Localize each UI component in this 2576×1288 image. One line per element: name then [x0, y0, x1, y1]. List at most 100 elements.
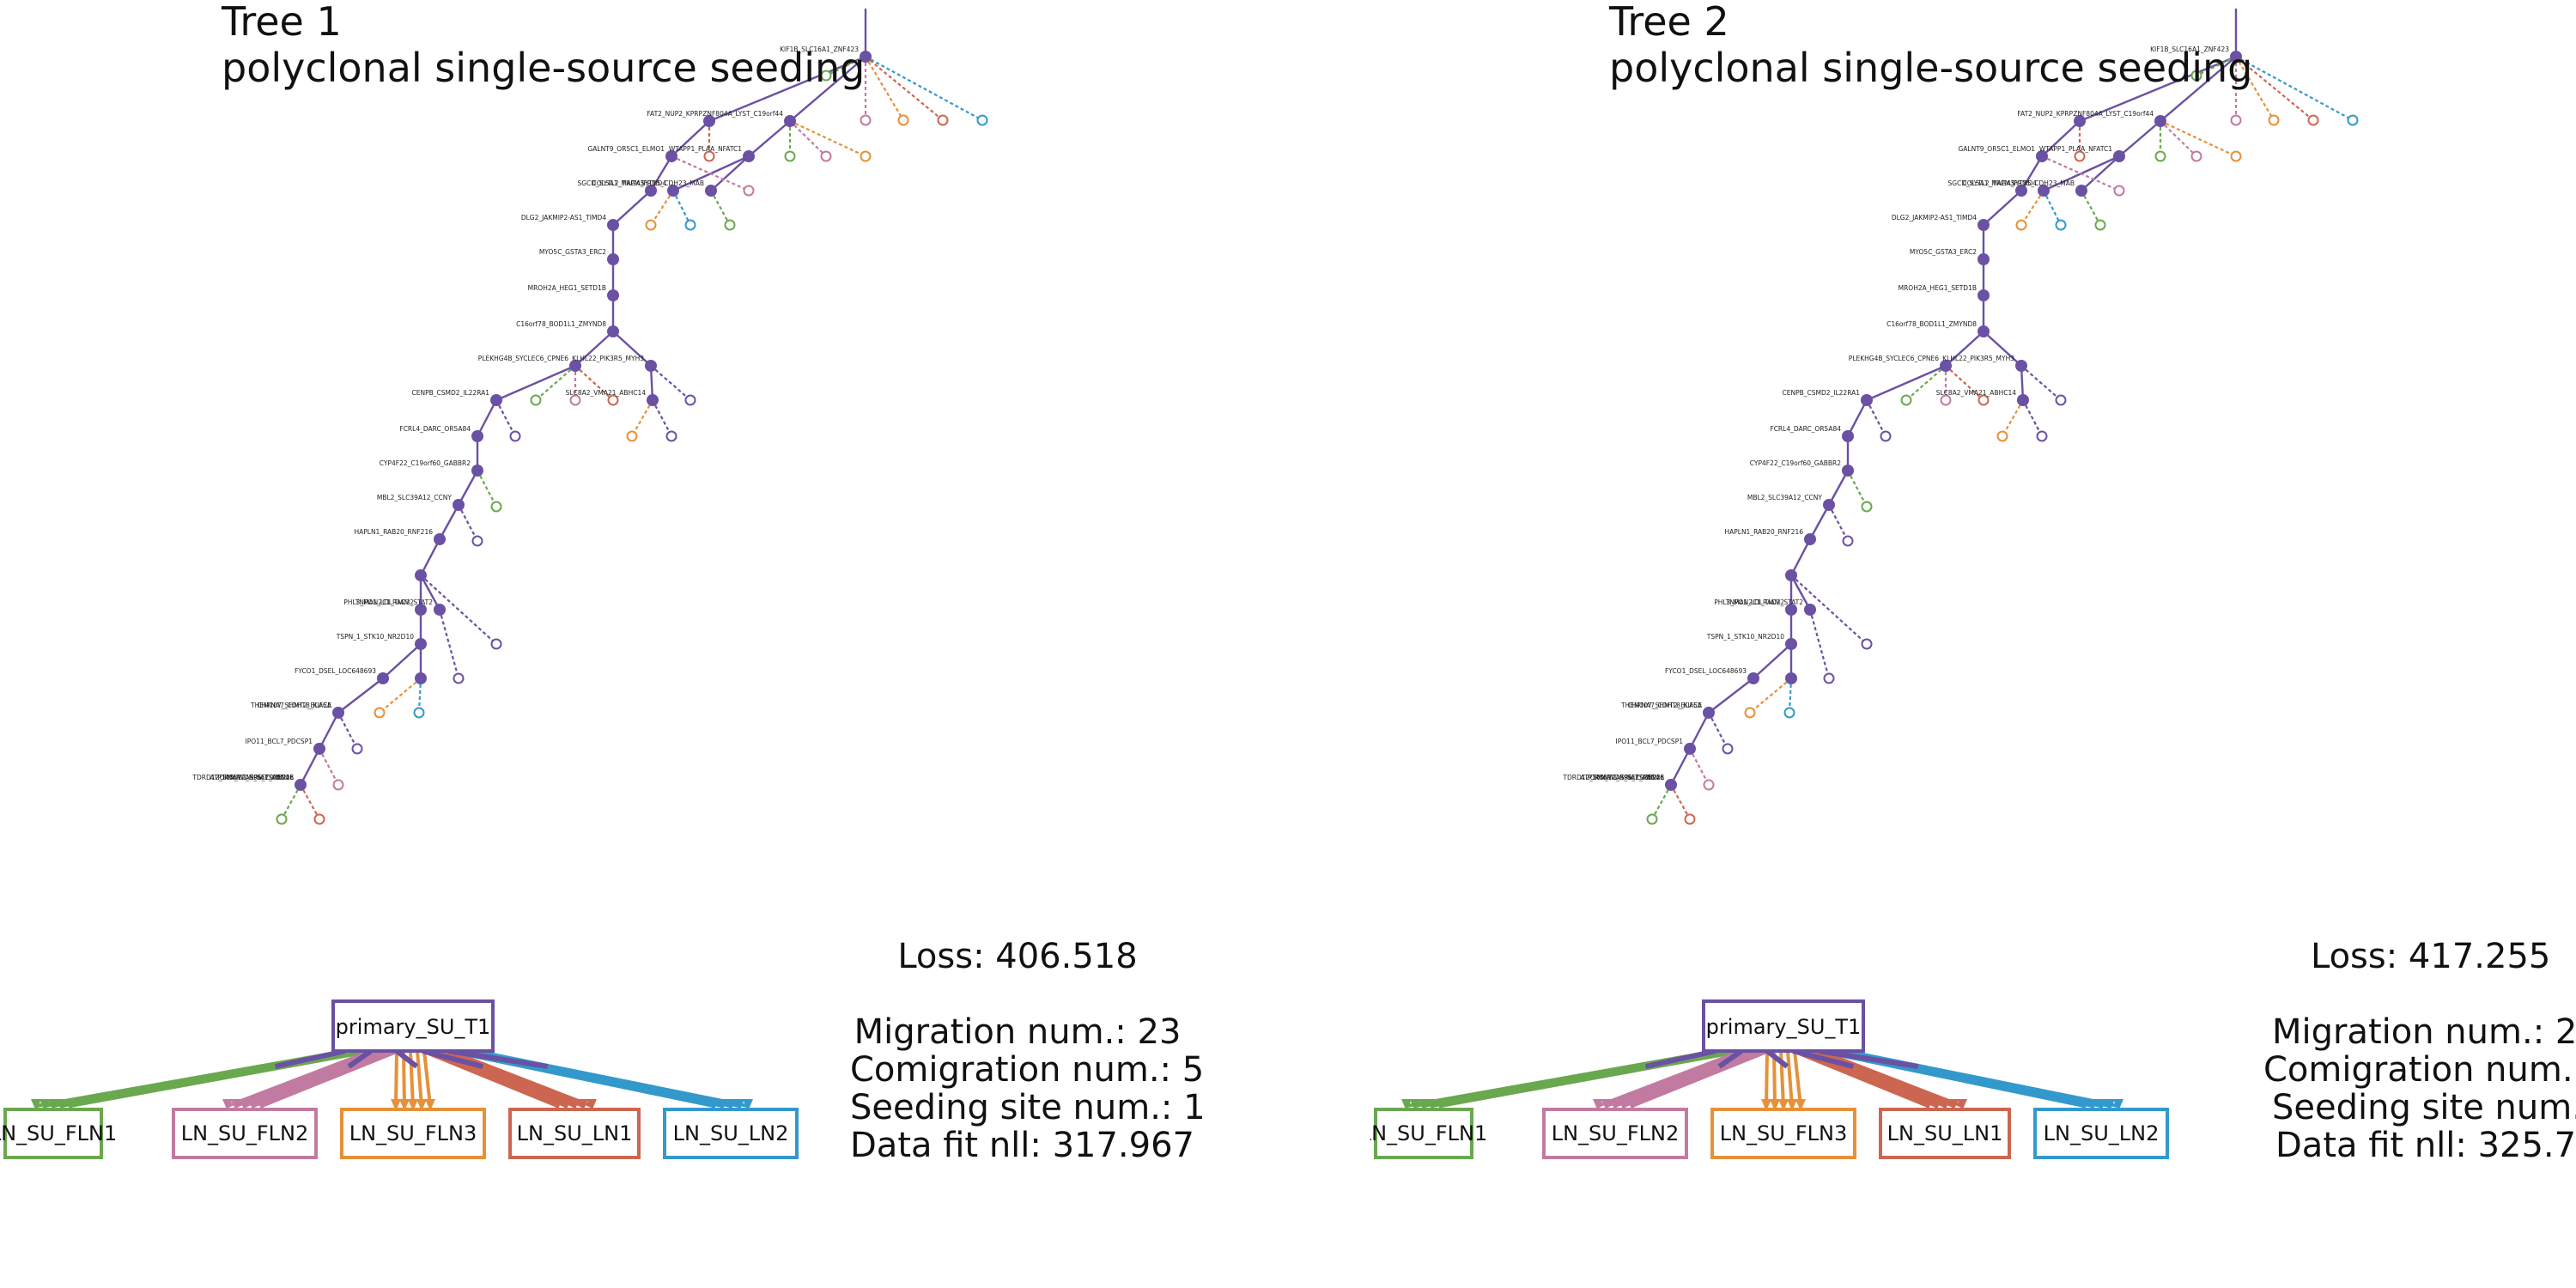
tree-edge [419, 538, 441, 576]
clone-node [2038, 185, 2050, 197]
clone-node [295, 779, 307, 791]
clone-node [1785, 672, 1797, 684]
leaf-edge [2235, 56, 2354, 121]
leaf-edge [1808, 609, 1831, 679]
leaf-node [2094, 219, 2106, 231]
clone-label: MBL2_SLC39A12_CCNY [377, 494, 453, 501]
clone-label: SLC8A2_VMA21_ABHC14 [1936, 389, 2017, 397]
leaf-edge [2022, 399, 2043, 437]
clone-label: PLEKHG4B_SYCLEC6_CPNE6 [1849, 355, 1939, 362]
loss-value: Loss: 417.255 [2311, 937, 2551, 976]
leaf-node [332, 779, 344, 791]
clone-node [645, 360, 657, 372]
leaf-node [2055, 219, 2067, 231]
leaf-edge [1790, 574, 1868, 645]
leaf-edge [2020, 190, 2044, 226]
leaf-node [684, 219, 696, 231]
site-box [1710, 1108, 1856, 1159]
leaf-edge [672, 190, 691, 226]
clone-node [647, 394, 659, 406]
site-box [1374, 1108, 1473, 1159]
tree-title-name: Tree 1 [222, 0, 342, 45]
leaf-edge [574, 365, 614, 401]
arrow-head [1761, 1099, 1771, 1111]
leaf-node [1940, 394, 1952, 406]
clone-node [1978, 325, 1990, 337]
leaf-node [2230, 114, 2242, 126]
leaf-node [1861, 501, 1873, 513]
migration-edge [227, 1049, 372, 1108]
clone-node [743, 150, 755, 162]
clone-node [2075, 185, 2087, 197]
arrow-head [586, 1099, 597, 1111]
leaf-node [860, 114, 872, 126]
clone-node [705, 185, 717, 197]
tree-edge [457, 470, 479, 506]
tree-edge [438, 504, 460, 540]
tree-edge [1827, 470, 1850, 506]
tree-edge [337, 677, 384, 714]
leaf-node [820, 70, 832, 82]
tree-edge [748, 120, 791, 157]
leaf-node [724, 219, 736, 231]
migration-edge [1597, 1049, 1742, 1108]
leaf-node [2015, 219, 2027, 231]
comigration-num: Comigration num.: 5 [850, 1050, 1205, 1090]
migration-edge [1623, 1049, 1763, 1108]
clone-node [703, 115, 715, 127]
clone-node [1785, 638, 1797, 650]
tree-panel-1: KIF1B_SLC16A1_ZNF423 FAT2_NUP2_KPRP ZNF804… [0, 0, 1206, 1164]
tree-title-name: Tree 2 [1609, 0, 1729, 45]
clone-label: SYT15_CDH23_MAB [641, 179, 704, 187]
clone-node [860, 51, 872, 63]
clone-label: MYO5C_GSTA3_ERC2 [539, 248, 606, 256]
leaf-node [1646, 813, 1658, 825]
leaf-node [607, 394, 619, 406]
stats-block: Loss: 417.255 Migration num.: 24 Comigra… [2263, 937, 2576, 1165]
clone-label: MBL2_SLC39A12_CCNY [1747, 494, 1823, 501]
tree-title: Tree 1 polyclonal single-source seeding [222, 0, 865, 91]
leaf-node [1996, 430, 2008, 442]
leaf-edge [1689, 748, 1710, 786]
leaf-node [1684, 813, 1696, 825]
clone-node [1804, 604, 1816, 616]
migration-edge [416, 1050, 423, 1107]
clone-node [490, 394, 502, 406]
leaf-edge [1708, 712, 1728, 750]
clone-node [434, 533, 446, 545]
clone-label: MROH2A_HEG1_SETD1B [1899, 284, 1977, 292]
clone-node [607, 219, 619, 231]
tree-edge [2041, 120, 2081, 157]
leaf-edge [2002, 399, 2024, 437]
migration-edge [1792, 1049, 1929, 1108]
arrow-head [1619, 1099, 1629, 1111]
arrow-head [1610, 1099, 1620, 1111]
data-fit-nll: Data fit nll: 325.72 [2275, 1126, 2576, 1165]
clone-label: DLG2_JAKMIP2-AS1_TIMD4 [521, 214, 606, 222]
leaf-edge [2160, 120, 2237, 157]
clone-node [2113, 150, 2125, 162]
clone-label: IPO11_BCL7_PDCSP1 [246, 738, 313, 745]
clone-label: SYT15_CDH23_MAB [2011, 179, 2075, 187]
primary-label: primary_SU_T1 [1706, 1015, 1862, 1039]
clone-label: C16orf78_BOD1L1_ZMYND8 [516, 320, 606, 328]
leaf-node [1722, 743, 1734, 755]
arrow-head [257, 1099, 267, 1111]
clone-label: SGCD_SYTL2_TRPM3 [1947, 179, 2014, 187]
leaf-node [1744, 707, 1756, 719]
migration-edge [261, 1049, 399, 1108]
leaf-node [313, 813, 325, 825]
leaf-edge [1905, 365, 1947, 401]
tree-edge [2020, 155, 2044, 191]
clone-node [332, 707, 344, 719]
leaf-edge [2235, 56, 2314, 121]
loss-value: Loss: 406.518 [897, 937, 1138, 976]
leaf-node [976, 114, 988, 126]
migration-edge-base [422, 1048, 483, 1069]
clone-label: PLEKHG4B_SYCLEC6_CPNE6 [478, 355, 568, 362]
leaf-edge [650, 365, 691, 401]
migration-edge-base [1717, 1048, 1743, 1069]
leaf-node [2230, 150, 2242, 162]
clone-label: TNPO1_LDLRAD2_STAT2 [355, 598, 433, 606]
clone-node [1747, 672, 1759, 684]
